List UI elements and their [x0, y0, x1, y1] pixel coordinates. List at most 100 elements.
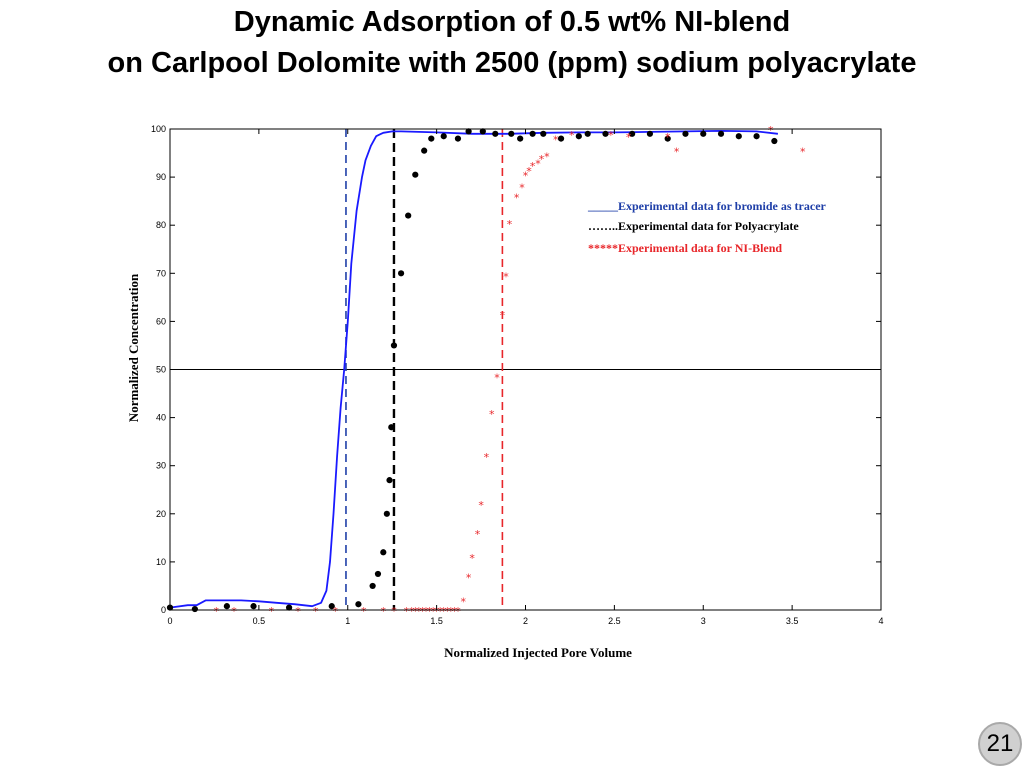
data-point — [540, 130, 547, 137]
data-point: * — [333, 605, 339, 618]
data-point: * — [445, 605, 451, 618]
data-point — [479, 128, 486, 135]
data-point: * — [441, 605, 447, 618]
data-point: * — [523, 170, 529, 183]
x-tick-label: 0.5 — [253, 616, 266, 626]
data-point — [575, 133, 582, 140]
x-tick-label: 3.5 — [786, 616, 799, 626]
data-point: * — [514, 191, 520, 204]
legend-label: Experimental data for bromide as tracer — [618, 199, 827, 213]
data-point — [454, 135, 462, 142]
x-tick-label: 1 — [345, 616, 350, 626]
legend-marker: _____ — [587, 199, 619, 213]
data-point — [529, 130, 536, 137]
series-line — [169, 129, 779, 609]
data-point — [421, 147, 428, 154]
y-tick-label: 20 — [156, 509, 166, 519]
data-point: * — [800, 146, 806, 159]
data-point — [388, 424, 395, 431]
data-point — [328, 603, 335, 610]
series-2 — [166, 128, 778, 613]
legend-label: Experimental data for NI-Blend — [618, 241, 782, 255]
data-point — [771, 137, 778, 145]
data-point: * — [409, 605, 415, 618]
data-point: * — [404, 605, 410, 618]
data-point — [682, 130, 689, 137]
data-point — [223, 603, 230, 610]
data-point — [735, 133, 742, 140]
data-point: * — [381, 605, 387, 618]
data-point: * — [448, 605, 454, 618]
data-point — [355, 601, 362, 608]
y-tick-label: 60 — [156, 316, 166, 326]
data-point — [602, 130, 609, 137]
slide-title-line2: on Carlpool Dolomite with 2500 (ppm) sod… — [107, 47, 917, 79]
adsorption-chart: * * * * * * * * * * ******************************… — [126, 124, 884, 660]
y-tick-label: 80 — [156, 220, 166, 230]
legend-marker: …….. — [588, 219, 618, 233]
data-point — [517, 135, 524, 142]
data-point: * — [437, 605, 443, 618]
data-point: * — [469, 552, 475, 565]
data-point — [383, 510, 390, 517]
series-3: * * * * * * * * * * ******************************… — [213, 124, 806, 618]
data-point — [285, 604, 293, 611]
data-point — [386, 477, 393, 484]
y-tick-label: 0 — [161, 605, 166, 615]
data-point — [412, 171, 419, 178]
slide-title: Dynamic Adsorption of 0.5 wt% NI-blend o… — [0, 2, 1024, 84]
data-point: * — [213, 605, 219, 618]
data-point: * — [231, 605, 237, 618]
data-point — [405, 212, 412, 219]
data-point — [492, 130, 499, 137]
data-point: * — [500, 309, 506, 322]
data-point: * — [674, 146, 680, 159]
data-point — [428, 135, 435, 142]
data-point: * — [530, 160, 536, 173]
data-point — [465, 128, 472, 135]
y-axis-label: Normalized Concentration — [126, 273, 141, 422]
legend-entry-2: ……..Experimental data for Polyacrylate — [588, 219, 799, 233]
y-tick-label: 50 — [156, 365, 166, 375]
data-point: * — [416, 605, 422, 618]
data-point: * — [427, 605, 433, 618]
data-point: * — [489, 408, 495, 421]
data-point: * — [484, 451, 490, 464]
data-point: * — [526, 165, 532, 178]
data-point: * — [434, 605, 440, 618]
data-point — [629, 130, 636, 137]
legend-entry-3: *****Experimental data for NI-Blend — [588, 241, 782, 255]
legend-label: Experimental data for Polyacrylate — [618, 219, 799, 233]
data-point — [250, 603, 257, 610]
data-point — [440, 133, 447, 140]
data-point: * — [452, 605, 458, 618]
data-point: * — [413, 605, 419, 618]
data-point — [664, 135, 671, 142]
data-point: * — [608, 129, 614, 142]
data-point: * — [507, 218, 513, 231]
legend-marker: ***** — [588, 241, 618, 255]
data-point — [369, 582, 376, 590]
data-point: * — [420, 605, 426, 618]
x-tick-label: 0 — [167, 616, 172, 626]
data-point: * — [535, 158, 541, 171]
data-point: * — [455, 605, 461, 618]
data-point: * — [466, 571, 472, 584]
y-tick-label: 10 — [156, 557, 166, 567]
data-point: * — [475, 528, 481, 541]
data-point: * — [478, 499, 484, 512]
data-point: * — [503, 271, 509, 284]
data-point — [557, 135, 565, 142]
data-point: * — [430, 605, 436, 618]
data-point: * — [626, 131, 632, 144]
data-point: * — [461, 595, 467, 608]
x-axis-label: Normalized Injected Pore Volume — [444, 645, 632, 660]
data-point: * — [544, 150, 550, 163]
data-point — [753, 133, 760, 140]
x-tick-label: 2 — [523, 616, 528, 626]
data-point: * — [665, 131, 671, 144]
data-point: * — [553, 134, 559, 147]
data-point — [397, 270, 405, 277]
data-point — [646, 130, 654, 137]
data-point: * — [423, 605, 429, 618]
